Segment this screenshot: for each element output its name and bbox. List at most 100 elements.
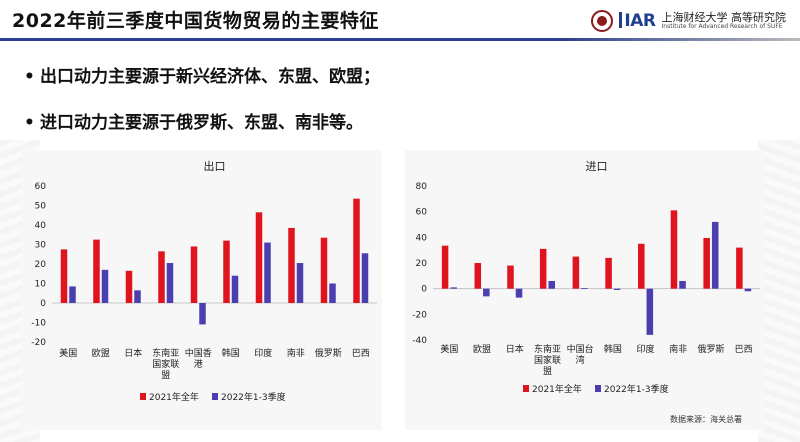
bar-2022 (613, 288, 621, 290)
chart-background (22, 150, 382, 430)
category-label: 印度 (254, 347, 272, 359)
chart-background (405, 150, 765, 430)
y-tick-label: -40 (412, 336, 427, 346)
bullet-item: • 进口动力主要源于俄罗斯、东盟、南非等。 (24, 113, 363, 133)
data-source-note: 数据来源：海关总署 (670, 415, 742, 424)
bar-2022 (69, 286, 76, 303)
bar-2021 (320, 237, 328, 303)
bar-2022 (548, 280, 555, 289)
bar-2021 (255, 212, 263, 303)
bar-2022 (166, 263, 174, 303)
bar-2021 (441, 245, 449, 289)
legend-label: 2022年1-3季度 (604, 383, 669, 395)
category-label: 南非 (287, 347, 305, 359)
bullet-item: • 出口动力主要源于新兴经济体、东盟、欧盟； (24, 67, 380, 87)
category-label: 南非 (669, 343, 687, 355)
category-label: 欧盟 (92, 347, 110, 359)
legend-label: 2022年1-3季度 (221, 391, 286, 403)
bar-2022 (231, 275, 239, 303)
bar-2022 (361, 253, 369, 303)
category-label: 盟 (161, 370, 170, 381)
bar-2021 (223, 240, 230, 303)
bar-2022 (199, 303, 206, 325)
bar-2022 (515, 288, 523, 298)
y-tick-label: -20 (412, 310, 427, 320)
bar-2022 (101, 269, 109, 303)
category-label: 美国 (440, 343, 458, 355)
y-tick-label: 50 (35, 202, 47, 212)
page-title: 2022年前三季度中国货物贸易的主要特征 (12, 10, 379, 32)
university-seal-icon (591, 10, 614, 32)
category-label: 湾 (576, 354, 585, 366)
category-label: 日本 (124, 347, 142, 359)
bar-2022 (581, 288, 588, 289)
bar-2022 (679, 280, 686, 289)
y-tick-label: 40 (416, 233, 428, 243)
y-tick-label: 80 (416, 182, 428, 192)
legend-swatch (523, 385, 529, 392)
bar-2022 (296, 263, 304, 303)
y-tick-label: 0 (40, 299, 46, 309)
header-divider (0, 38, 800, 41)
category-label: 国家联 (152, 358, 179, 370)
bar-2021 (125, 270, 133, 303)
bullet-list: • 出口动力主要源于新兴经济体、东盟、欧盟； • 进口动力主要源于俄罗斯、东盟、南非… (24, 62, 380, 154)
bar-2021 (703, 237, 710, 289)
bar-2021 (572, 256, 580, 289)
category-label: 巴西 (735, 344, 753, 355)
bar-2021 (670, 210, 678, 289)
legend-swatch (595, 385, 601, 392)
y-tick-label: -20 (31, 338, 46, 348)
category-label: 东南亚 (534, 343, 561, 355)
chart-title: 进口 (586, 160, 608, 173)
institution-logo: IAR 上海财经大学 高等研究院 Institute for Advanced … (591, 8, 786, 34)
category-label: 盟 (543, 366, 552, 377)
bar-2021 (93, 239, 100, 303)
category-label: 东南亚 (152, 347, 179, 359)
y-tick-label: 60 (416, 208, 428, 218)
category-label: 韩国 (604, 343, 622, 355)
legend-swatch (140, 393, 146, 400)
y-tick-label: 60 (35, 182, 47, 192)
legend-label: 2021年全年 (532, 383, 582, 395)
header-bar: 2022年前三季度中国货物贸易的主要特征 IAR 上海财经大学 高等研究院 In… (0, 0, 800, 38)
iar-logo-text: IAR (619, 11, 656, 31)
bar-2021 (605, 257, 612, 289)
y-tick-label: 20 (416, 259, 428, 269)
category-label: 日本 (506, 343, 524, 355)
bar-2022 (450, 287, 457, 289)
category-label: 国家联 (534, 354, 561, 366)
bar-2021 (638, 243, 645, 289)
bar-2021 (736, 247, 743, 289)
chart-title: 出口 (204, 159, 226, 173)
bar-2021 (158, 251, 165, 303)
category-label: 俄罗斯 (697, 343, 724, 355)
y-tick-label: 20 (35, 260, 47, 270)
bar-2021 (60, 249, 68, 303)
logo-caption: 上海财经大学 高等研究院 Institute for Advanced Rese… (661, 10, 787, 31)
bar-2022 (483, 288, 490, 297)
category-label: 港 (194, 358, 203, 370)
bar-2022 (711, 221, 719, 289)
bar-2021 (539, 248, 547, 289)
category-label: 中国台 (567, 343, 594, 355)
legend-swatch (212, 393, 218, 400)
category-label: 欧盟 (473, 343, 491, 355)
bar-2021 (353, 198, 360, 303)
bar-2022 (264, 242, 271, 303)
category-label: 韩国 (222, 347, 240, 359)
y-tick-label: -10 (31, 319, 46, 329)
category-label: 印度 (637, 343, 655, 355)
category-label: 美国 (59, 347, 77, 359)
legend-label: 2021年全年 (149, 391, 199, 403)
bar-2022 (646, 288, 654, 335)
category-label: 俄罗斯 (315, 347, 342, 359)
logo-cn-name: 上海财经大学 高等研究院 (661, 10, 787, 24)
bar-2022 (744, 288, 752, 292)
y-tick-label: 10 (35, 280, 47, 290)
bar-2021 (288, 227, 295, 303)
bar-2021 (507, 265, 514, 289)
bar-2021 (190, 246, 198, 303)
